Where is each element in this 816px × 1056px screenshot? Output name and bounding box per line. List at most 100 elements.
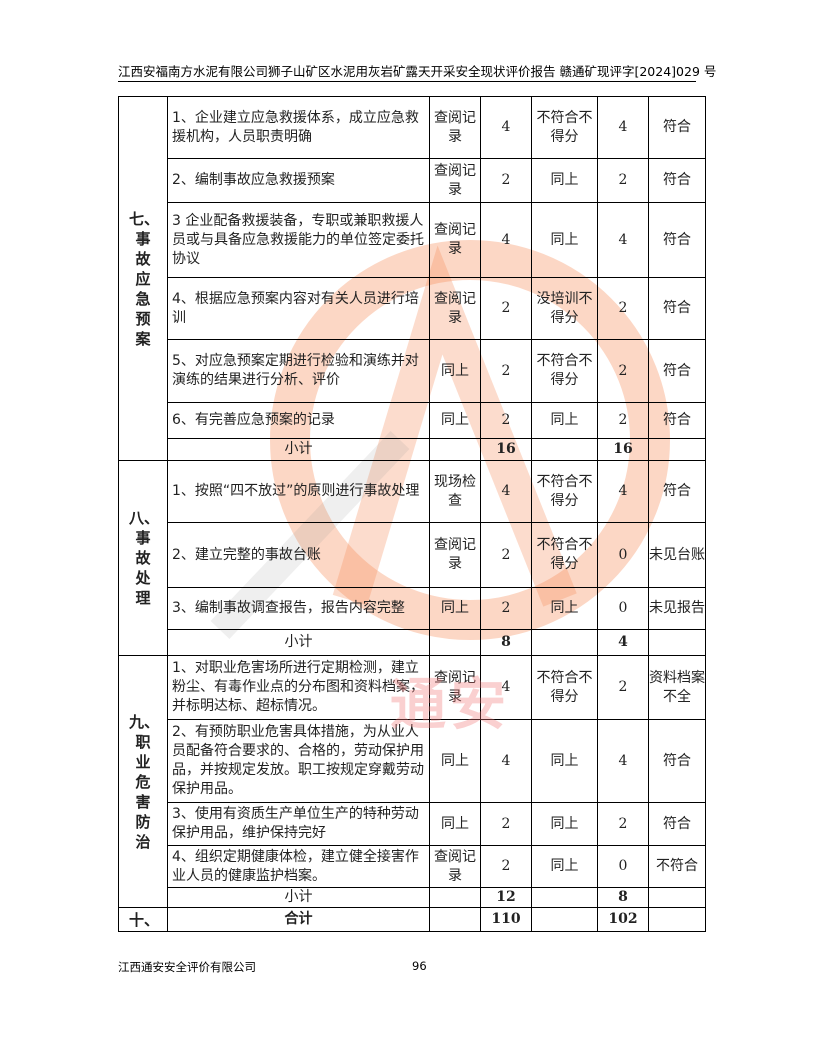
check-method: 查阅记录 bbox=[429, 655, 481, 720]
actual-score: 2 bbox=[597, 277, 649, 340]
empty-cell bbox=[648, 907, 706, 932]
subtotal-label: 小计 bbox=[167, 438, 430, 461]
table-row: 八、事故处理 1、按照“四不放过”的原则进行事故处理 现场检查 4 不符合不得分 4 符合 bbox=[118, 460, 706, 656]
item-text: 2、建立完整的事故台账 bbox=[167, 522, 430, 588]
table-row: 3、编制事故调查报告，报告内容完整 同上 2 同上 0 未见报告 bbox=[119, 587, 706, 630]
total-label: 合计 bbox=[167, 907, 430, 932]
scoring-rule: 同上 bbox=[531, 845, 598, 888]
subtotal-label: 小计 bbox=[167, 629, 430, 656]
table-row: 4、组织定期健康体检，建立健全接害作业人员的健康监护档案。 查阅记录 2 同上 0 不符合 bbox=[119, 845, 706, 888]
scoring-rule: 同上 bbox=[531, 802, 598, 846]
section-label: 八、事故处理 bbox=[118, 460, 168, 656]
empty-cell bbox=[429, 629, 481, 656]
scoring-rule: 同上 bbox=[531, 202, 598, 278]
empty-cell bbox=[531, 907, 598, 932]
item-text: 2、编制事故应急救援预案 bbox=[167, 158, 430, 203]
subtotal-row: 小计 16 16 bbox=[119, 438, 706, 461]
actual-score: 4 bbox=[597, 719, 649, 803]
check-method: 查阅记录 bbox=[429, 277, 481, 340]
subtotal-actual: 4 bbox=[597, 629, 649, 656]
actual-score: 4 bbox=[597, 460, 649, 523]
scoring-rule: 同上 bbox=[531, 719, 598, 803]
result: 未见台账 bbox=[648, 522, 706, 588]
empty-cell bbox=[429, 887, 481, 908]
empty-cell bbox=[531, 438, 598, 461]
standard-score: 2 bbox=[480, 339, 532, 403]
item-text: 2、有预防职业危害具体措施，为从业人员配备符合要求的、合格的，劳动保护用品，并按… bbox=[167, 719, 430, 803]
table-row: 5、对应急预案定期进行检验和演练并对演练的结果进行分析、评价 同上 2 不符合不得分 2… bbox=[119, 339, 706, 403]
item-text: 6、有完善应急预案的记录 bbox=[167, 402, 430, 439]
item-text: 4、根据应急预案内容对有关人员进行培训 bbox=[167, 277, 430, 340]
subtotal-score: 12 bbox=[480, 887, 532, 908]
result: 符合 bbox=[648, 402, 706, 439]
standard-score: 2 bbox=[480, 845, 532, 888]
table-row: 2、编制事故应急救援预案 查阅记录 2 同上 2 符合 bbox=[119, 158, 706, 203]
evaluation-table: 七、事故应急预案 1、企业建立应急救援体系，成立应急救援机构，人员职责明确 查阅记录… bbox=[118, 96, 706, 932]
item-text: 1、企业建立应急救援体系，成立应急救援机构，人员职责明确 bbox=[167, 96, 430, 159]
result: 符合 bbox=[648, 339, 706, 403]
actual-score: 0 bbox=[597, 845, 649, 888]
subtotal-row: 小计 12 8 bbox=[119, 887, 706, 908]
subtotal-row: 小计 8 4 bbox=[119, 629, 706, 656]
actual-score: 2 bbox=[597, 158, 649, 203]
scoring-rule: 同上 bbox=[531, 587, 598, 630]
standard-score: 4 bbox=[480, 655, 532, 720]
result: 符合 bbox=[648, 460, 706, 523]
check-method: 查阅记录 bbox=[429, 522, 481, 588]
empty-cell bbox=[648, 438, 706, 461]
total-section: 十、 bbox=[118, 907, 168, 932]
section-label: 九、职业危害防治 bbox=[118, 655, 168, 908]
scoring-rule: 不符合不得分 bbox=[531, 522, 598, 588]
section-label: 七、事故应急预案 bbox=[118, 96, 168, 461]
empty-cell bbox=[648, 887, 706, 908]
standard-score: 2 bbox=[480, 158, 532, 203]
item-text: 3 企业配备救援装备，专职或兼职救援人员或与具备应急救援能力的单位签定委托协议 bbox=[167, 202, 430, 278]
standard-score: 2 bbox=[480, 802, 532, 846]
result: 符合 bbox=[648, 719, 706, 803]
total-score: 110 bbox=[480, 907, 532, 932]
table-row: 4、根据应急预案内容对有关人员进行培训 查阅记录 2 没培训不得分 2 符合 bbox=[119, 277, 706, 340]
check-method: 同上 bbox=[429, 719, 481, 803]
item-text: 3、使用有资质生产单位生产的特种劳动保护用品，维护保持完好 bbox=[167, 802, 430, 846]
item-text: 1、对职业危害场所进行定期检测，建立粉尘、有毒作业点的分布图和资料档案，并标明达… bbox=[167, 655, 430, 720]
standard-score: 4 bbox=[480, 96, 532, 159]
actual-score: 2 bbox=[597, 655, 649, 720]
scoring-rule: 同上 bbox=[531, 402, 598, 439]
actual-score: 4 bbox=[597, 96, 649, 159]
table-row: 3、使用有资质生产单位生产的特种劳动保护用品，维护保持完好 同上 2 同上 2 符合 bbox=[119, 802, 706, 846]
standard-score: 2 bbox=[480, 402, 532, 439]
scoring-rule: 不符合不得分 bbox=[531, 96, 598, 159]
standard-score: 2 bbox=[480, 587, 532, 630]
check-method: 同上 bbox=[429, 587, 481, 630]
scoring-rule: 不符合不得分 bbox=[531, 655, 598, 720]
result: 符合 bbox=[648, 277, 706, 340]
subtotal-actual: 16 bbox=[597, 438, 649, 461]
subtotal-label: 小计 bbox=[167, 887, 430, 908]
scoring-rule: 不符合不得分 bbox=[531, 460, 598, 523]
item-text: 5、对应急预案定期进行检验和演练并对演练的结果进行分析、评价 bbox=[167, 339, 430, 403]
standard-score: 4 bbox=[480, 719, 532, 803]
check-method: 同上 bbox=[429, 402, 481, 439]
scoring-rule: 没培训不得分 bbox=[531, 277, 598, 340]
check-method: 查阅记录 bbox=[429, 96, 481, 159]
subtotal-score: 8 bbox=[480, 629, 532, 656]
check-method: 同上 bbox=[429, 339, 481, 403]
page-number: 96 bbox=[412, 959, 427, 973]
result: 符合 bbox=[648, 158, 706, 203]
table-row: 2、建立完整的事故台账 查阅记录 2 不符合不得分 0 未见台账 bbox=[119, 522, 706, 588]
item-text: 3、编制事故调查报告，报告内容完整 bbox=[167, 587, 430, 630]
table-row: 七、事故应急预案 1、企业建立应急救援体系，成立应急救援机构，人员职责明确 查阅记录… bbox=[118, 96, 706, 461]
table-row: 6、有完善应急预案的记录 同上 2 同上 2 符合 bbox=[119, 402, 706, 439]
empty-cell bbox=[429, 907, 481, 932]
header-divider bbox=[118, 81, 696, 82]
item-text: 4、组织定期健康体检，建立健全接害作业人员的健康监护档案。 bbox=[167, 845, 430, 888]
result: 符合 bbox=[648, 202, 706, 278]
actual-score: 4 bbox=[597, 202, 649, 278]
actual-score: 2 bbox=[597, 402, 649, 439]
result: 符合 bbox=[648, 96, 706, 159]
total-actual: 102 bbox=[597, 907, 649, 932]
actual-score: 0 bbox=[597, 522, 649, 588]
check-method: 查阅记录 bbox=[429, 845, 481, 888]
empty-cell bbox=[648, 629, 706, 656]
standard-score: 2 bbox=[480, 277, 532, 340]
